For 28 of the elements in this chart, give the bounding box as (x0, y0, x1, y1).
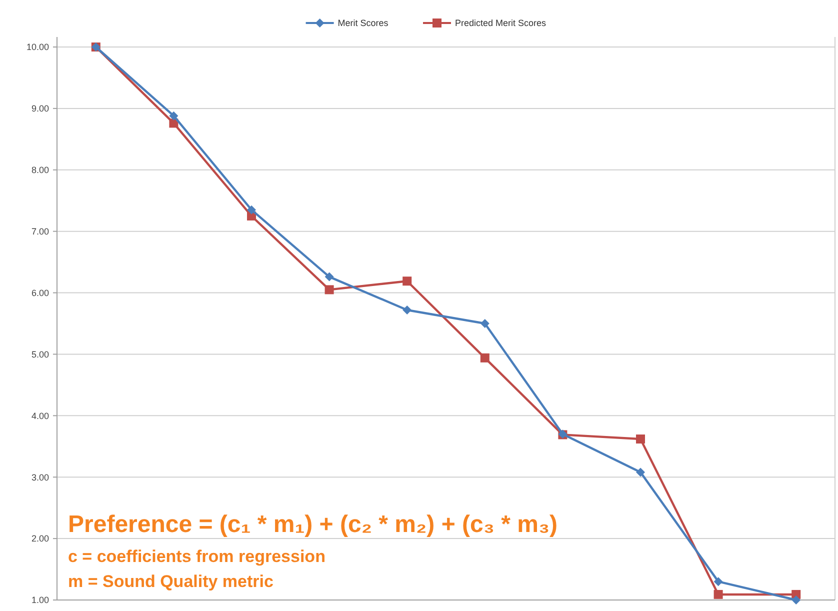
y-tick-label: 10.00 (26, 42, 49, 52)
y-tick-label: 9.00 (31, 104, 49, 114)
y-tick-label: 5.00 (31, 349, 49, 360)
y-tick-label: 1.00 (31, 595, 49, 606)
y-tick-label: 8.00 (31, 165, 49, 176)
point (792, 596, 801, 604)
point (324, 272, 334, 282)
point (402, 276, 412, 286)
y-tick-label: 6.00 (31, 288, 49, 298)
point (636, 434, 645, 444)
point (636, 468, 645, 477)
point (169, 111, 178, 120)
point (714, 590, 723, 599)
y-tick-label: 4.00 (31, 410, 49, 421)
point (247, 205, 256, 214)
y-tick-label: 3.00 (31, 472, 49, 482)
point (714, 577, 723, 586)
point (324, 285, 334, 294)
point (480, 319, 490, 328)
y-tick-label: 2.00 (31, 534, 49, 544)
point (402, 305, 412, 314)
annotation: Preference = (c₁ * m₁) + (c₂ * m₂) + (c₃ * m₃) (68, 511, 558, 538)
point (480, 353, 490, 362)
annotation: m = Sound Quality metric (68, 572, 274, 591)
legend-label: Predicted Merit Scores (455, 18, 547, 28)
legend-label: Merit Scores (338, 18, 389, 28)
y-tick-label: 7.00 (31, 226, 49, 236)
annotation: c = coefficients from regression (68, 547, 326, 566)
